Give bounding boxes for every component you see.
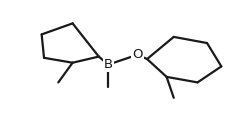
Text: O: O [132, 48, 143, 61]
Text: B: B [104, 58, 113, 71]
